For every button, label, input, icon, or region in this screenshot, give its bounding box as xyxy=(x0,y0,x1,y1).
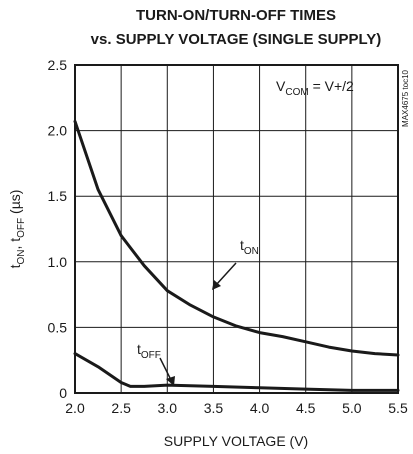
x-tick-label: 4.0 xyxy=(250,400,270,416)
y-axis-label: tON, tOFF (µs) xyxy=(7,190,27,269)
y-tick-label: 1.0 xyxy=(48,254,68,270)
y-tick-label: 2.5 xyxy=(48,57,68,73)
annotation-part: t xyxy=(137,341,141,357)
annotation-part: V xyxy=(276,78,286,94)
arrow xyxy=(159,357,172,381)
side-note: MAX4675 toc10 xyxy=(401,69,410,126)
annotation: tON xyxy=(240,237,259,257)
y-tick-label: 2.0 xyxy=(48,123,68,139)
annotation-part: t xyxy=(240,237,244,253)
x-tick-label: 3.0 xyxy=(158,400,178,416)
chart-title: vs. SUPPLY VOLTAGE (SINGLE SUPPLY) xyxy=(91,31,382,48)
annotation-part: = V+/2 xyxy=(309,78,354,94)
y-axis-label-part: ON xyxy=(16,250,27,265)
x-tick-label: 4.5 xyxy=(296,400,316,416)
x-tick-label: 5.0 xyxy=(342,400,362,416)
y-tick-label: 1.5 xyxy=(48,188,68,204)
chart-title: TURN-ON/TURN-OFF TIMES xyxy=(136,7,336,24)
line-series xyxy=(73,119,400,357)
annotation-part: COM xyxy=(285,87,308,98)
y-axis-label-part: , t xyxy=(7,238,23,250)
y-tick-label: 0.5 xyxy=(48,319,68,335)
y-axis-label-part: t xyxy=(7,264,23,268)
x-tick-label: 3.5 xyxy=(204,400,224,416)
arrow-head xyxy=(166,376,175,386)
x-tick-label: 5.5 xyxy=(388,400,408,416)
annotation-part: OFF xyxy=(141,350,161,361)
x-tick-label: 2.5 xyxy=(111,400,131,416)
x-tick-label: 2.0 xyxy=(65,400,85,416)
annotation: VCOM = V+/2 xyxy=(276,78,354,98)
y-axis-label-part: OFF xyxy=(16,218,27,238)
y-axis-label-part: (µs) xyxy=(7,190,23,218)
plot-frame xyxy=(74,64,399,394)
annotation: tOFF xyxy=(137,341,161,361)
arrow-head xyxy=(212,280,221,290)
arrow xyxy=(215,262,237,286)
x-axis-label: SUPPLY VOLTAGE (V) xyxy=(164,433,308,449)
annotation-part: ON xyxy=(244,246,259,257)
line-series xyxy=(73,352,400,392)
y-tick-label: 0 xyxy=(59,385,67,401)
